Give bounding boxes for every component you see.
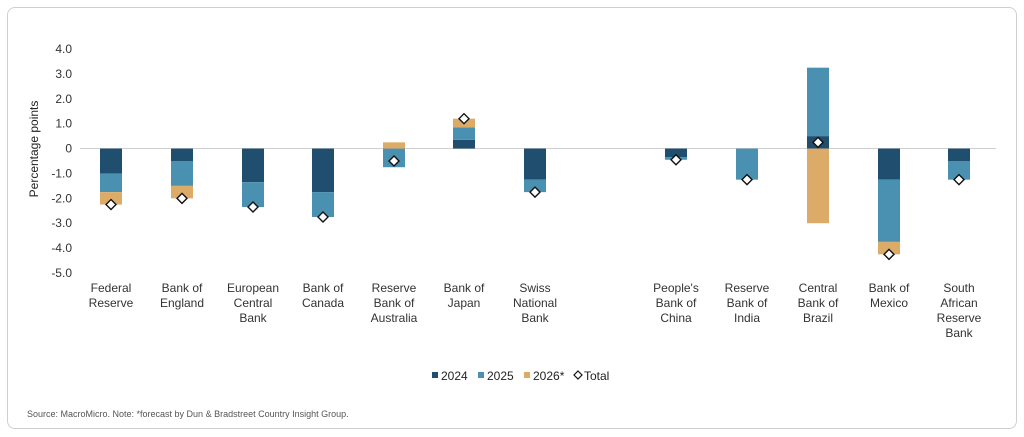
bar-segment-2024: [948, 148, 970, 161]
y-tick-label: -3.0: [51, 216, 72, 230]
bar-segment-2025: [242, 182, 264, 208]
y-tick-label: -1.0: [51, 166, 72, 180]
legend-label: Total: [584, 369, 609, 383]
category-label: India: [734, 311, 760, 325]
y-tick-label: 2.0: [55, 92, 72, 106]
category-label: England: [160, 296, 204, 310]
legend-label: 2026*: [533, 369, 565, 383]
category-label: Central: [799, 281, 838, 295]
legend-swatch-2026: [524, 372, 530, 378]
category-label: Brazil: [803, 311, 833, 325]
bar-segment-2025: [524, 179, 546, 193]
bar-segment-2025: [100, 173, 122, 193]
category-label: Australia: [371, 311, 418, 325]
category-label: Swiss: [519, 281, 550, 295]
category-label: Japan: [448, 296, 481, 310]
y-tick-label: -2.0: [51, 191, 72, 205]
y-axis-label: Percentage points: [27, 101, 41, 198]
bar-segment-2024: [878, 148, 900, 180]
legend-label: 2024: [441, 369, 468, 383]
category-label: Bank of: [798, 296, 839, 310]
bar-segment-2024: [242, 148, 264, 183]
category-label: Reserve: [89, 296, 134, 310]
bar-segment-2024: [453, 139, 475, 149]
category-label: Bank of: [656, 296, 697, 310]
chart-frame: [7, 7, 1017, 429]
bar-segment-2026: [878, 241, 900, 255]
bar-segment-2025: [948, 161, 970, 180]
bar-segment-2024: [524, 148, 546, 180]
category-label: Bank of: [869, 281, 910, 295]
category-label: Bank of: [162, 281, 203, 295]
legend-swatch-2025: [478, 372, 484, 378]
total-marker: [741, 173, 753, 186]
total-marker: [388, 155, 400, 167]
total-marker: [176, 192, 188, 205]
y-tick-label: -4.0: [51, 241, 72, 255]
category-label: Reserve: [937, 311, 982, 325]
category-label: Reserve: [372, 281, 417, 295]
category-label: Central: [234, 296, 273, 310]
y-tick-label: 3.0: [55, 67, 72, 81]
total-marker: [670, 153, 682, 166]
bar-segment-2025: [807, 67, 829, 137]
bar-segment-2025: [312, 192, 334, 217]
category-label: People's: [653, 281, 699, 295]
category-label: Mexico: [870, 296, 908, 310]
total-marker: [812, 136, 824, 149]
y-tick-label: 0: [65, 142, 72, 156]
category-label: National: [513, 296, 557, 310]
bar-segment-2026: [383, 142, 405, 149]
bar-segment-2025: [878, 179, 900, 242]
legend-swatch-total: [573, 370, 583, 380]
source-note: Source: MacroMicro. Note: *forecast by D…: [27, 409, 349, 419]
category-label: South: [943, 281, 974, 295]
bar-segment-2026: [100, 192, 122, 205]
bar-segment-2024: [665, 148, 687, 158]
y-tick-label: 1.0: [55, 117, 72, 131]
total-marker: [105, 198, 117, 211]
bar-segment-2025: [453, 127, 475, 140]
category-label: European: [227, 281, 279, 295]
total-marker: [458, 112, 470, 125]
total-marker: [529, 186, 541, 199]
category-label: Bank: [521, 311, 549, 325]
category-label: Bank: [945, 326, 973, 340]
bar-segment-2025: [736, 148, 758, 180]
y-tick-label: -5.0: [51, 266, 72, 280]
category-label: African: [940, 296, 977, 310]
legend-label: 2025: [487, 369, 514, 383]
y-tick-label: 4.0: [55, 42, 72, 56]
bar-segment-2026: [807, 148, 829, 224]
category-label: Bank of: [374, 296, 415, 310]
category-label: Federal: [91, 281, 132, 295]
category-label: China: [660, 311, 692, 325]
legend-swatch-2024: [432, 372, 438, 378]
category-label: Bank of: [727, 296, 768, 310]
category-label: Bank of: [303, 281, 344, 295]
bar-segment-2025: [171, 161, 193, 186]
category-label: Bank of: [444, 281, 485, 295]
total-marker: [317, 211, 329, 223]
total-marker: [953, 173, 965, 186]
bar-segment-2026: [171, 185, 193, 199]
bar-segment-2024: [171, 148, 193, 161]
bar-segment-2024: [312, 148, 334, 193]
total-marker: [883, 248, 895, 261]
category-label: Canada: [302, 296, 344, 310]
category-label: Reserve: [725, 281, 770, 295]
total-marker: [247, 201, 259, 214]
category-label: Bank: [239, 311, 267, 325]
bar-segment-2024: [100, 148, 122, 174]
